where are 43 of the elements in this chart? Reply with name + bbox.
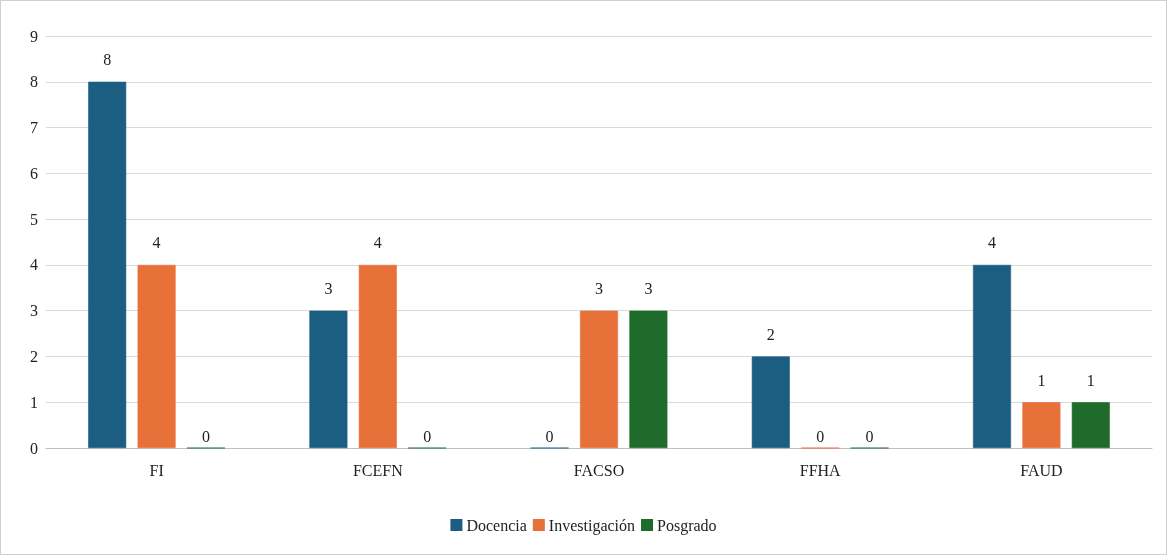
data-label: 3 xyxy=(595,280,603,298)
data-label: 4 xyxy=(152,234,161,252)
y-tick-label: 2 xyxy=(30,347,38,365)
legend-label: Docencia xyxy=(466,516,527,534)
bar xyxy=(751,356,790,448)
data-label: 3 xyxy=(324,280,333,298)
bar xyxy=(973,264,1011,448)
bar xyxy=(1022,402,1061,448)
data-label: 1 xyxy=(1086,371,1095,389)
x-tick-label: FFHA xyxy=(799,461,842,479)
y-tick-label: 8 xyxy=(30,73,38,91)
y-tick-label: 0 xyxy=(30,439,38,457)
x-tick-label: FI xyxy=(149,461,164,479)
bar xyxy=(629,310,668,448)
data-label: 2 xyxy=(766,325,775,343)
y-tick-label: 7 xyxy=(30,119,38,137)
data-label: 3 xyxy=(644,280,653,298)
data-label: 0 xyxy=(202,428,210,446)
legend-label: Posgrado xyxy=(657,516,717,535)
bar xyxy=(309,310,348,448)
data-label: 0 xyxy=(545,428,554,446)
x-tick-label: FACSO xyxy=(573,461,625,479)
bar xyxy=(88,81,127,448)
data-label: 4 xyxy=(988,234,996,252)
x-tick-label: FAUD xyxy=(1020,461,1063,479)
y-tick-label: 1 xyxy=(30,393,38,411)
data-label: 4 xyxy=(373,234,382,252)
y-tick-label: 5 xyxy=(30,210,38,228)
y-tick-label: 4 xyxy=(30,256,38,274)
y-tick-label: 6 xyxy=(30,164,38,182)
data-label: 1 xyxy=(1037,371,1046,389)
data-label: 0 xyxy=(865,428,874,446)
bar xyxy=(580,310,618,448)
x-tick-label: FCEFN xyxy=(352,461,404,479)
y-tick-label: 3 xyxy=(30,302,38,320)
bar xyxy=(1071,402,1110,448)
y-tick-label: 9 xyxy=(30,27,38,45)
data-label: 0 xyxy=(423,428,432,446)
bar xyxy=(137,264,176,448)
data-label: 0 xyxy=(816,428,825,446)
legend-label: Investigación xyxy=(548,516,636,535)
bar xyxy=(358,264,397,448)
data-label: 8 xyxy=(103,51,112,69)
